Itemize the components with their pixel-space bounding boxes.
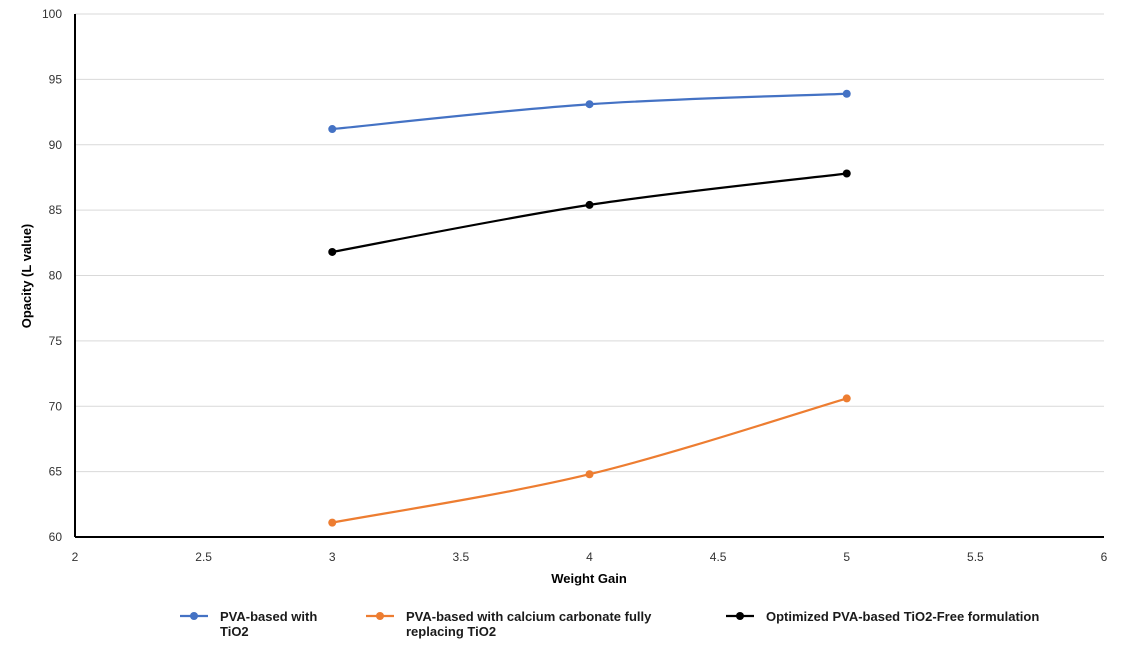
y-tick-label: 75 [49, 334, 63, 348]
x-tick-label: 5.5 [967, 550, 984, 564]
tick-labels: 60 65 70 75 80 85 90 95 100 2 2.5 3 3.5 4 4.5 5 5.5 6 [42, 7, 1108, 564]
legend-marker-swatch [736, 612, 744, 620]
legend-label: PVA-based with [220, 609, 317, 624]
data-point [585, 100, 594, 109]
data-point [328, 247, 337, 256]
x-tick-label: 6 [1101, 550, 1108, 564]
x-tick-label: 5 [843, 550, 850, 564]
x-tick-label: 3 [329, 550, 336, 564]
legend-label: replacing TiO2 [406, 624, 496, 639]
gridlines [75, 13, 1104, 473]
series-line [332, 397, 848, 524]
legend-label: PVA-based with calcium carbonate fully [406, 609, 652, 624]
x-tick-label: 3.5 [453, 550, 470, 564]
legend-item-2: Optimized PVA-based TiO2-Free formulatio… [726, 609, 1039, 624]
y-tick-label: 80 [49, 269, 63, 283]
x-tick-label: 2.5 [195, 550, 212, 564]
y-tick-label: 90 [49, 138, 63, 152]
axes [74, 14, 1104, 538]
data-point [842, 89, 851, 98]
y-axis-title: Opacity (L value) [19, 224, 34, 329]
legend-item-1: PVA-based with calcium carbonate fullyre… [366, 609, 652, 639]
data-point [842, 394, 851, 403]
data-point [328, 125, 337, 134]
x-tick-label: 4 [586, 550, 593, 564]
y-tick-label: 70 [49, 399, 63, 413]
legend-marker-swatch [376, 612, 384, 620]
y-tick-label: 95 [49, 72, 63, 86]
data-point [585, 200, 594, 209]
x-axis-title: Weight Gain [551, 571, 627, 586]
x-tick-label: 2 [72, 550, 79, 564]
x-tick-label: 4.5 [710, 550, 727, 564]
y-tick-label: 85 [49, 203, 63, 217]
legend-marker-swatch [190, 612, 198, 620]
data-point [328, 518, 337, 527]
y-tick-label: 60 [49, 530, 63, 544]
y-tick-label: 65 [49, 465, 63, 479]
data-point [842, 169, 851, 178]
data-point [585, 470, 594, 479]
series-2 [328, 169, 851, 256]
series-0 [328, 89, 851, 134]
y-tick-label: 100 [42, 7, 62, 21]
series-1 [328, 394, 851, 527]
legend-label: TiO2 [220, 624, 249, 639]
series-line [332, 172, 847, 254]
series-line [332, 92, 847, 131]
legend-label: Optimized PVA-based TiO2-Free formulatio… [766, 609, 1039, 624]
series-lines [328, 89, 851, 527]
